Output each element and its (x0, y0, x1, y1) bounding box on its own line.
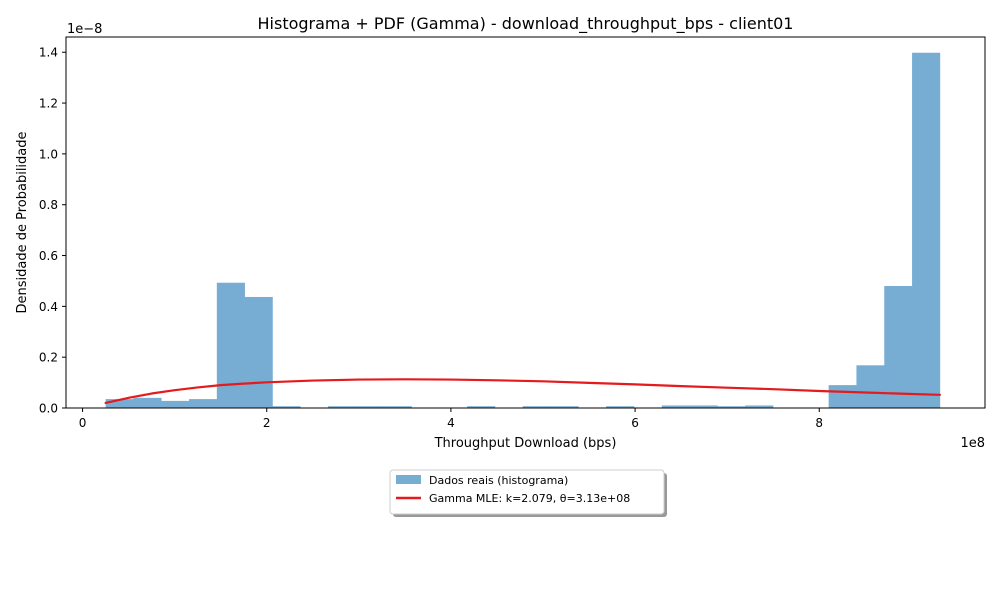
histogram-bar (661, 405, 690, 408)
y-tick-label: 1.2 (39, 97, 58, 111)
y-tick-label: 0.8 (39, 198, 58, 212)
y-tick-label: 0.0 (39, 402, 58, 416)
histogram-bar (856, 365, 885, 408)
histogram-bar (689, 405, 718, 408)
x-scale-label: 1e8 (960, 436, 985, 451)
legend-histogram-swatch (396, 475, 421, 484)
pdf-curve-layer (104, 378, 941, 405)
x-tick-label: 0 (79, 416, 87, 430)
legend-pdf-label: Gamma MLE: k=2.079, θ=3.13e+08 (429, 492, 630, 505)
pdf-curve (104, 378, 941, 405)
histogram-bar (828, 385, 857, 408)
histogram-bar (272, 406, 301, 408)
x-axis-label: Throughput Download (bps) (434, 436, 617, 451)
histogram-bar (355, 406, 384, 408)
legend-box (389, 469, 665, 515)
histogram-bar (244, 296, 273, 408)
histogram-bar (383, 406, 412, 408)
y-axis-ticks: 0.0 0.2 0.4 0.6 0.8 1.0 1.2 1.4 (39, 46, 66, 416)
histogram-bar (745, 405, 774, 408)
x-tick-label: 6 (631, 416, 639, 430)
histogram-bar (328, 406, 357, 408)
histogram-bar (467, 406, 496, 408)
legend-histogram-label: Dados reais (histograma) (429, 474, 568, 487)
x-tick-label: 8 (815, 416, 823, 430)
legend: Dados reais (histograma) Gamma MLE: k=2.… (389, 469, 667, 517)
histogram-bar (189, 399, 218, 408)
histogram-bar (161, 400, 190, 408)
y-axis-label: Densidade de Probabilidade (15, 131, 30, 313)
x-axis-ticks: 0 2 4 6 8 (79, 408, 823, 430)
histogram-bar (606, 406, 635, 408)
y-tick-label: 0.6 (39, 249, 58, 263)
chart-title: Histograma + PDF (Gamma) - download_thro… (258, 14, 794, 34)
y-tick-label: 1.4 (39, 46, 58, 60)
y-tick-label: 1.0 (39, 147, 58, 161)
histogram-bar (884, 286, 913, 408)
y-tick-label: 0.4 (39, 300, 58, 314)
x-tick-label: 2 (263, 416, 271, 430)
histogram-bar (717, 406, 746, 408)
x-tick-label: 4 (447, 416, 455, 430)
y-tick-label: 0.2 (39, 351, 58, 365)
histogram-bar (133, 397, 162, 408)
histogram-bar (550, 406, 579, 408)
plot-frame (65, 36, 986, 409)
histogram-bar (105, 399, 134, 408)
histogram-bar (522, 406, 551, 408)
histogram-bars (105, 52, 941, 409)
histogram-bar (216, 282, 245, 408)
histogram-bar (912, 52, 941, 409)
y-scale-label: 1e−8 (67, 22, 102, 37)
